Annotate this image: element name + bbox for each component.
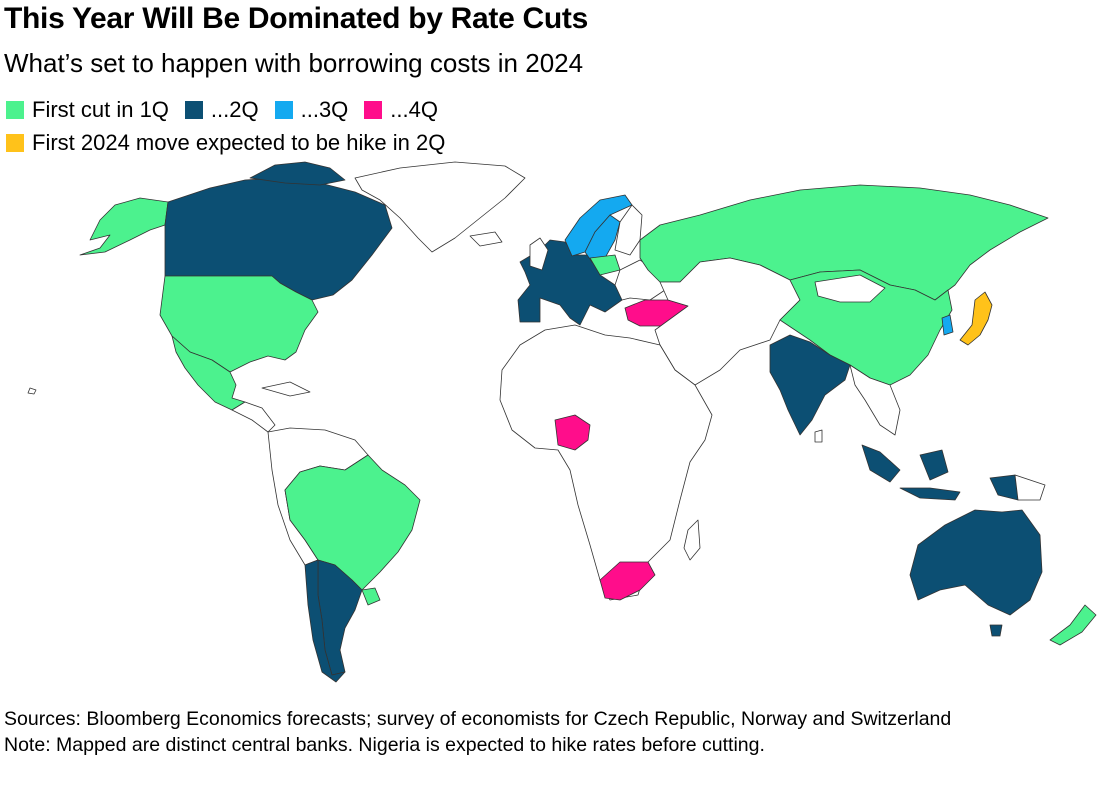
region-norway [564, 194, 633, 257]
region-indonesia-east [899, 487, 961, 501]
region-southeast-asia [849, 364, 901, 436]
region-uk [529, 237, 549, 271]
legend-swatch-hike [6, 134, 24, 152]
legend-item-q3: ...3Q [274, 97, 349, 123]
legend-label-q2: ...2Q [210, 97, 259, 122]
footer-note: Note: Mapped are distinct central banks.… [4, 734, 765, 756]
region-brazil [284, 454, 421, 591]
region-chile [304, 559, 346, 683]
legend-label-q1: First cut in 1Q [32, 97, 169, 122]
region-indonesia-papua [989, 474, 1019, 501]
legend-label-hike: First 2024 move expected to be hike in 2… [32, 130, 446, 155]
region-south-africa [599, 561, 656, 601]
region-greenland [354, 161, 526, 253]
region-central-america [231, 401, 276, 433]
legend-swatch-q1 [6, 101, 24, 119]
legend-label-q3: ...3Q [300, 97, 349, 122]
region-china [779, 269, 953, 386]
region-png [1014, 474, 1046, 501]
legend-swatch-q3 [274, 101, 293, 119]
region-iceland [469, 231, 503, 247]
legend-label-q4: ...4Q [390, 97, 438, 122]
legend-item-q2: ...2Q [184, 97, 259, 123]
region-indonesia-borneo [919, 449, 949, 481]
region-mongolia [814, 274, 886, 303]
chart-title: This Year Will Be Dominated by Rate Cuts [4, 2, 588, 35]
footer-sources: Sources: Bloomberg Economics forecasts; … [4, 708, 952, 730]
legend-swatch-q4 [364, 101, 383, 119]
legend-item-hike: First 2024 move expected to be hike in 2… [6, 130, 445, 156]
region-africa [499, 324, 713, 601]
region-south-korea [941, 314, 954, 336]
region-middle-east [654, 257, 801, 386]
region-canada-islands [249, 161, 346, 186]
region-japan [959, 291, 993, 346]
legend-item-q1: First cut in 1Q [6, 97, 169, 123]
region-finland [614, 204, 643, 256]
legend-hike-row: First 2024 move expected to be hike in 2… [6, 130, 461, 156]
region-caribbean [261, 381, 311, 397]
region-sri-lanka [814, 429, 823, 443]
legend: First cut in 1Q ...2Q ...3Q ...4Q [6, 97, 454, 123]
chart-subtitle: What’s set to happen with borrowing cost… [4, 48, 584, 78]
region-australia [909, 509, 1043, 616]
region-uruguay [361, 587, 381, 606]
region-alaska [79, 197, 169, 256]
legend-swatch-q2 [184, 101, 203, 119]
region-tasmania [989, 624, 1003, 637]
region-madagascar [683, 519, 701, 561]
region-hawaii [27, 387, 37, 395]
region-nigeria [554, 414, 591, 451]
world-map [27, 161, 1097, 683]
region-new-zealand [1049, 604, 1097, 646]
region-indonesia [861, 444, 901, 483]
region-india [769, 334, 851, 436]
footer: Sources: Bloomberg Economics forecasts; … [4, 706, 1104, 758]
legend-item-q4: ...4Q [364, 97, 438, 123]
